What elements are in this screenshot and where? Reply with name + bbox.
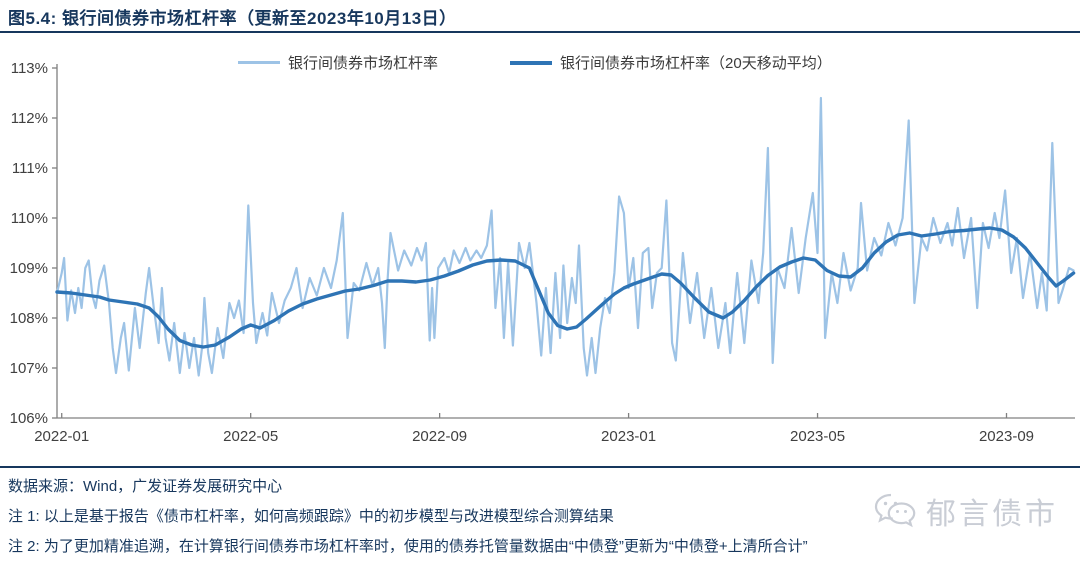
footer-notes: 数据来源：Wind，广发证券发展研究中心 注 1: 以上是基于报告《债市杠杆率，…	[8, 472, 908, 562]
watermark-label: 郁言债市	[926, 498, 1058, 531]
x-tick-label: 2023-09	[979, 428, 1034, 445]
y-tick-label: 110%	[11, 210, 48, 227]
y-tick-label: 109%	[10, 260, 48, 277]
y-tick-label: 112%	[11, 110, 48, 127]
ma-line-swatch	[510, 60, 553, 65]
note-1-line: 注 1: 以上是基于报告《债市杠杆率，如何高频跟踪》中的初步模型与改进模型综合测…	[8, 508, 614, 525]
footer-divider	[0, 466, 1080, 468]
x-tick-label: 2023-01	[601, 428, 656, 445]
brand-watermark: 郁言债市	[874, 489, 1058, 533]
y-tick-label: 113%	[11, 60, 48, 77]
legend-item-daily: 银行间债券市场杠杆率	[238, 52, 438, 73]
x-tick-label: 2023-05	[790, 428, 845, 445]
x-tick-label: 2022-09	[412, 428, 467, 445]
x-tick-label: 2022-01	[34, 428, 89, 445]
y-tick-label: 106%	[10, 410, 48, 427]
x-tick-label: 2022-05	[223, 428, 278, 445]
leverage-ratio-chart: 113% 112% 111% 110% 109% 108% 107% 106% 2022-01 2…	[0, 36, 1080, 466]
daily-leverage-line	[55, 96, 1075, 377]
legend-item-ma: 银行间债券市场杠杆率（20天移动平均）	[510, 52, 832, 73]
note-2-line: 注 2: 为了更加精准追溯，在计算银行间债券市场杠杆率时，使用的债券托管量数据由…	[8, 538, 808, 555]
title-divider	[0, 31, 1080, 33]
y-tick-label: 108%	[10, 310, 48, 327]
legend-label: 银行间债券市场杠杆率	[288, 55, 439, 72]
wechat-icon	[874, 493, 916, 528]
chart-canvas: 113% 112% 111% 110% 109% 108% 107% 106%2022-01 2…	[10, 60, 1076, 445]
ma20-leverage-line	[55, 226, 1076, 349]
page-title: 图5.4: 银行间债券市场杠杆率（更新至2023年10月13日）	[8, 9, 457, 28]
legend-label: 银行间债券市场杠杆率（20天移动平均）	[560, 55, 832, 72]
y-tick-label: 111%	[12, 160, 48, 177]
daily-line-swatch	[238, 61, 280, 64]
data-source-line: 数据来源：Wind，广发证券发展研究中心	[8, 478, 283, 495]
chart-legend: 银行间债券市场杠杆率 银行间债券市场杠杆率（20天移动平均）	[238, 52, 832, 73]
y-tick-label: 107%	[10, 360, 48, 377]
